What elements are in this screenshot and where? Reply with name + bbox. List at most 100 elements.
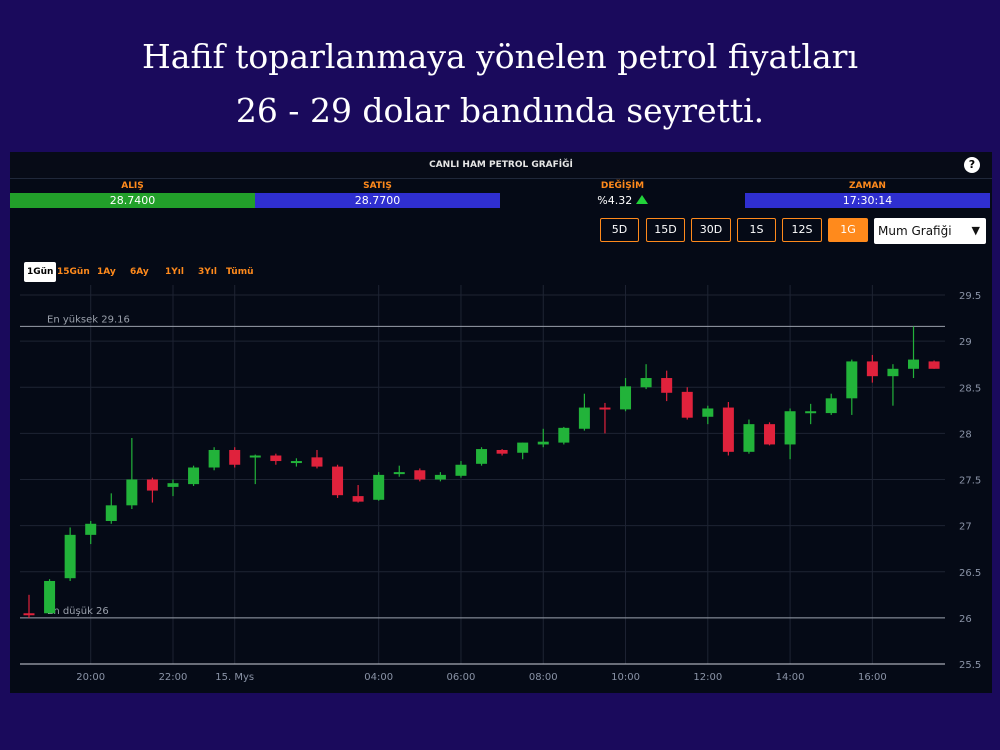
candle-body [476, 449, 488, 464]
stat-ask-label: SATIŞ [363, 181, 392, 191]
candle-body [167, 483, 179, 487]
interval-toolbar: 5D 15D 30D 1S 12S 1G Mum Grafiği ▼ [10, 218, 992, 246]
range-tab-1gun[interactable]: 1Gün [24, 262, 57, 282]
interval-button-30d[interactable]: 30D [691, 218, 731, 242]
interval-button-12s[interactable]: 12S [782, 218, 822, 242]
headline-line-2: 26 - 29 dolar bandında seyretti. [235, 91, 765, 130]
stat-time-value: 17:30:14 [745, 193, 990, 208]
stat-time: ZAMAN 17:30:14 [745, 180, 990, 210]
range-tab-1ay[interactable]: 1Ay [97, 267, 116, 277]
candle-body [311, 457, 323, 467]
interval-button-15d[interactable]: 15D [646, 218, 685, 242]
candle-body [764, 424, 776, 445]
candle-body [496, 449, 508, 454]
candle-body [188, 467, 200, 485]
interval-button-1s[interactable]: 1S [737, 218, 776, 242]
candle-body [620, 386, 632, 410]
high-reference-label: En yüksek 29.16 [47, 314, 130, 325]
candle-body [887, 368, 899, 377]
x-tick-label: 06:00 [447, 672, 476, 683]
chart-type-select[interactable]: Mum Grafiği ▼ [874, 218, 986, 244]
stat-change-label: DEĞİŞİM [600, 181, 645, 191]
candle-body [146, 479, 158, 491]
low-reference-label: En düşük 26 [47, 606, 109, 617]
interval-button-1g[interactable]: 1G [828, 218, 868, 242]
candle-body [414, 470, 426, 480]
candle-body [537, 441, 549, 445]
candle-body [229, 449, 241, 465]
candle-body [434, 474, 446, 480]
chart-panel: CANLI HAM PETROL GRAFİĞİ ? ALIŞ 28.7400 … [10, 152, 992, 693]
candle-body [332, 466, 344, 496]
headline-line-1: Hafif toparlanmaya yönelen petrol fiyatl… [142, 37, 858, 76]
candle-body [866, 361, 878, 377]
candlestick-chart: 25.5 26 26.5 27 27.5 28 28.5 29 29.5 20:00 22:00 15… [20, 285, 981, 683]
y-tick-label: 25.5 [959, 660, 981, 671]
range-tab-1yil[interactable]: 1Yıl [165, 267, 184, 277]
x-tick-label: 08:00 [529, 672, 558, 683]
candle-body [928, 361, 940, 369]
stat-ask-value: 28.7700 [255, 193, 500, 208]
candle-body [105, 505, 117, 522]
candle-body [784, 411, 796, 445]
candle-body [290, 461, 302, 464]
stat-bid-label: ALIŞ [121, 181, 144, 191]
candle-body [599, 407, 611, 410]
panel-title: CANLI HAM PETROL GRAFİĞİ [10, 152, 992, 179]
candle-body [640, 378, 652, 388]
candle-body [846, 361, 858, 399]
candle-body [270, 455, 282, 462]
stat-change: DEĞİŞİM %4.32 [500, 180, 745, 210]
y-tick-label: 26.5 [959, 568, 981, 579]
y-tick-label: 28.5 [959, 383, 981, 394]
stat-change-value: %4.32 [597, 194, 633, 207]
range-tab-6ay[interactable]: 6Ay [130, 267, 149, 277]
x-tick-label: 04:00 [364, 672, 393, 683]
triangle-up-icon [635, 195, 648, 204]
interval-button-5d[interactable]: 5D [600, 218, 639, 242]
x-tick-label: 12:00 [693, 672, 722, 683]
chart-type-select-value: Mum Grafiği [878, 224, 952, 238]
candle-body [825, 398, 837, 414]
candle-body [393, 472, 405, 475]
candle-body [702, 408, 714, 417]
candle-body [23, 613, 35, 616]
y-tick-label: 29 [959, 337, 972, 348]
stat-bid: ALIŞ 28.7400 [10, 180, 255, 210]
x-tick-label: 16:00 [858, 672, 887, 683]
candle-body [64, 534, 76, 579]
range-tab-3yil[interactable]: 3Yıl [198, 267, 217, 277]
y-tick-label: 27.5 [959, 476, 981, 487]
candle-body [805, 411, 817, 414]
candle-body [578, 407, 590, 429]
x-tick-label: 22:00 [159, 672, 188, 683]
candle-body [681, 391, 693, 418]
candle-body [661, 378, 673, 393]
candle-body [743, 424, 755, 452]
headline: Hafif toparlanmaya yönelen petrol fiyatl… [0, 30, 1000, 138]
candle-body [352, 496, 364, 502]
y-tick-label: 28 [959, 429, 972, 440]
x-tick-label: 10:00 [611, 672, 640, 683]
candle-body [558, 427, 570, 443]
x-tick-label: 20:00 [76, 672, 105, 683]
x-tick-label: 14:00 [776, 672, 805, 683]
y-tick-label: 27 [959, 522, 972, 533]
candle-body [373, 474, 385, 500]
candle-body [85, 523, 97, 535]
chevron-down-icon: ▼ [971, 224, 980, 237]
range-tab-tumu[interactable]: Tümü [226, 267, 254, 277]
stat-ask: SATIŞ 28.7700 [255, 180, 500, 210]
candle-body [249, 455, 261, 458]
help-icon[interactable]: ? [964, 157, 980, 173]
stat-time-label: ZAMAN [849, 181, 886, 191]
stat-bid-value: 28.7400 [10, 193, 255, 208]
range-tab-15gun[interactable]: 15Gün [57, 267, 90, 277]
candle-body [517, 442, 529, 453]
candle-body [126, 479, 138, 506]
candle-body [44, 580, 56, 614]
candle-body [208, 449, 220, 468]
candle-body [455, 464, 467, 476]
candle-body [908, 359, 920, 369]
stats-bar: ALIŞ 28.7400 SATIŞ 28.7700 DEĞİŞİM %4.32… [10, 180, 992, 210]
